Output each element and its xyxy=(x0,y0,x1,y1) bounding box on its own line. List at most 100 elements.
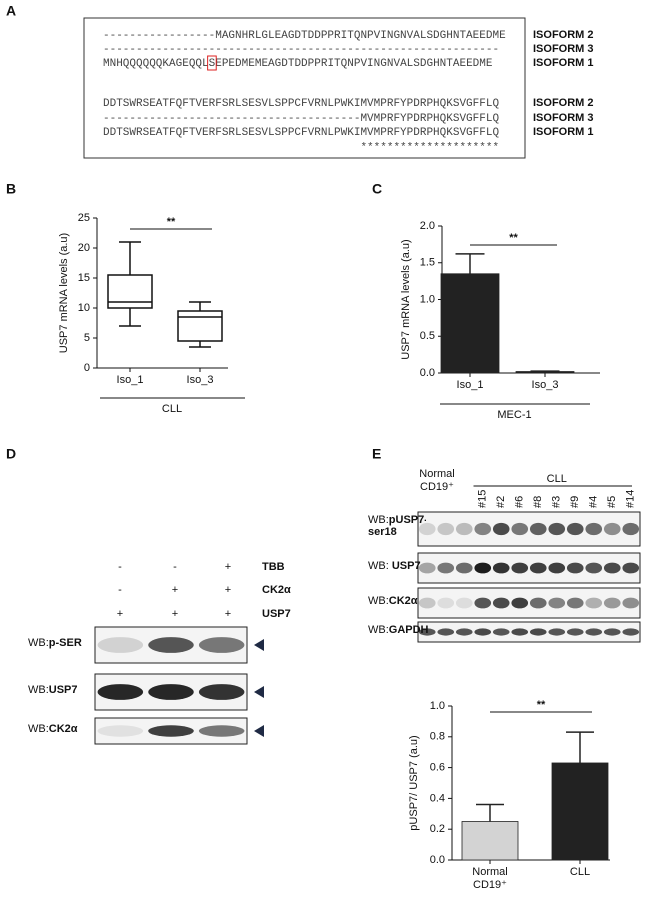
arrowhead xyxy=(254,639,264,651)
condition-sign: + xyxy=(225,608,231,620)
y-tick-label: 2.0 xyxy=(420,220,435,232)
blot-band xyxy=(566,522,584,536)
label-prefix: WB: xyxy=(368,560,392,572)
isoform-label: ISOFORM 1 xyxy=(533,57,594,69)
blot-band xyxy=(198,637,245,653)
blot-band xyxy=(529,522,547,536)
y-tick-label: 0.8 xyxy=(430,731,445,743)
blot-band xyxy=(548,562,566,574)
lane-group-label: Normal CD19⁺ xyxy=(419,468,454,493)
y-tick-label: 0.2 xyxy=(430,823,445,835)
arrowhead xyxy=(254,725,264,737)
label-name: CK2α xyxy=(48,723,78,735)
lane-label: #8 xyxy=(532,496,544,508)
blot-band xyxy=(622,597,640,609)
blot-band xyxy=(437,628,455,636)
panel-label: C xyxy=(372,181,382,197)
blot-band xyxy=(474,628,492,636)
blot-band xyxy=(585,562,603,574)
y-tick-label: 0.6 xyxy=(430,762,445,774)
label-prefix: WB: xyxy=(28,723,49,735)
y-tick-label: 0.0 xyxy=(430,854,445,866)
group-label: MEC-1 xyxy=(497,409,531,421)
blot-band xyxy=(97,684,144,700)
blot-band xyxy=(492,597,510,609)
blot-label: WB:GAPDH xyxy=(368,624,428,636)
significance: ** xyxy=(167,216,176,228)
label-name: USP7 xyxy=(48,684,78,696)
condition-sign: + xyxy=(225,584,231,596)
blot-label: WB:pUSP7-ser18 xyxy=(368,514,426,538)
y-tick-label: 0.5 xyxy=(420,330,435,342)
y-tick-label: 10 xyxy=(78,302,90,314)
lane-group-label: CLL xyxy=(547,473,567,485)
x-tick-label: Iso_1 xyxy=(456,379,484,391)
blot-band xyxy=(437,522,455,536)
highlight-box xyxy=(207,55,217,71)
condition-sign: + xyxy=(117,608,123,620)
blot-band xyxy=(529,597,547,609)
blot-band xyxy=(198,725,245,737)
blot-label: WB:CK2α xyxy=(368,595,428,607)
blot-label: WB:CK2α xyxy=(28,723,98,735)
x-tick-label: Normal CD19⁺ xyxy=(472,866,511,891)
blot-band xyxy=(198,684,245,700)
bar xyxy=(461,821,519,861)
blot-label: WB:USP7 xyxy=(28,684,98,696)
condition-sign: - xyxy=(173,561,177,573)
blot-label: WB:CK2α xyxy=(28,723,98,735)
label-prefix: WB: xyxy=(368,514,389,526)
bar xyxy=(515,371,575,374)
x-tick-label: Iso_1 xyxy=(456,379,484,391)
x-tick-label: Iso_1 xyxy=(117,374,144,386)
blot-label: WB: USP7 xyxy=(368,560,428,572)
blot-band xyxy=(455,562,473,574)
bar xyxy=(440,273,500,374)
blot-band xyxy=(455,522,473,536)
blot-frame xyxy=(417,511,641,547)
sequence: DDTSWRSEATFQFTVERFSRLSESVLSPPCFVRNLPWKIM… xyxy=(103,127,499,139)
x-tick-label: Iso_3 xyxy=(531,379,559,391)
label-name: CK2α xyxy=(388,595,418,607)
blot-band xyxy=(548,522,566,536)
condition-label: USP7 xyxy=(262,608,291,620)
blot-band xyxy=(492,562,510,574)
sequence: -----------------MAGNHRLGLEAGDTDDPPRITQN… xyxy=(103,30,506,42)
arrowhead xyxy=(254,686,264,698)
blot-band xyxy=(148,684,194,700)
sequence: ----------------------------------------… xyxy=(103,44,499,56)
y-axis-label: pUSP7/ USP7 (a.u) xyxy=(408,735,420,830)
lane-label: #6 xyxy=(514,496,526,508)
box xyxy=(107,274,153,309)
blot-band xyxy=(418,562,436,574)
blot-band xyxy=(585,597,603,609)
condition-label: TBB xyxy=(262,561,285,573)
blot-band xyxy=(603,628,621,636)
y-tick-label: 1.0 xyxy=(430,700,445,712)
sequence: DDTSWRSEATFQFTVERFSRLSESVLSPPCFVRNLPWKIM… xyxy=(103,98,499,110)
lane-label: #5 xyxy=(606,496,618,508)
x-tick-label: CLL xyxy=(569,866,591,878)
blot-label: WB:CK2α xyxy=(368,595,428,607)
isoform-label: ISOFORM 2 xyxy=(533,29,594,41)
blot-band xyxy=(97,725,144,737)
panel-label: A xyxy=(6,3,16,19)
blot-label: WB:USP7 xyxy=(28,684,98,696)
y-tick-label: 25 xyxy=(78,212,90,224)
blot-band xyxy=(492,628,510,636)
group-label: CLL xyxy=(162,403,182,415)
blot-band xyxy=(585,522,603,536)
blot-band xyxy=(548,597,566,609)
x-tick-label: Normal CD19⁺ xyxy=(472,866,511,891)
label-name: GAPDH xyxy=(388,624,428,636)
blot-band xyxy=(511,562,529,574)
blot-band xyxy=(418,522,436,536)
sequence: MNHQQQQQQKAGEQQLSEPEDMEMEAGDTDDPPRITQNPV… xyxy=(103,58,493,70)
x-tick-label: Iso_3 xyxy=(187,374,214,386)
highlighted-residue: S xyxy=(209,58,216,70)
blot-label: WB: USP7 xyxy=(368,560,428,572)
blot-band xyxy=(455,597,473,609)
conservation: ********************* xyxy=(360,142,499,154)
blot-band xyxy=(566,628,584,636)
